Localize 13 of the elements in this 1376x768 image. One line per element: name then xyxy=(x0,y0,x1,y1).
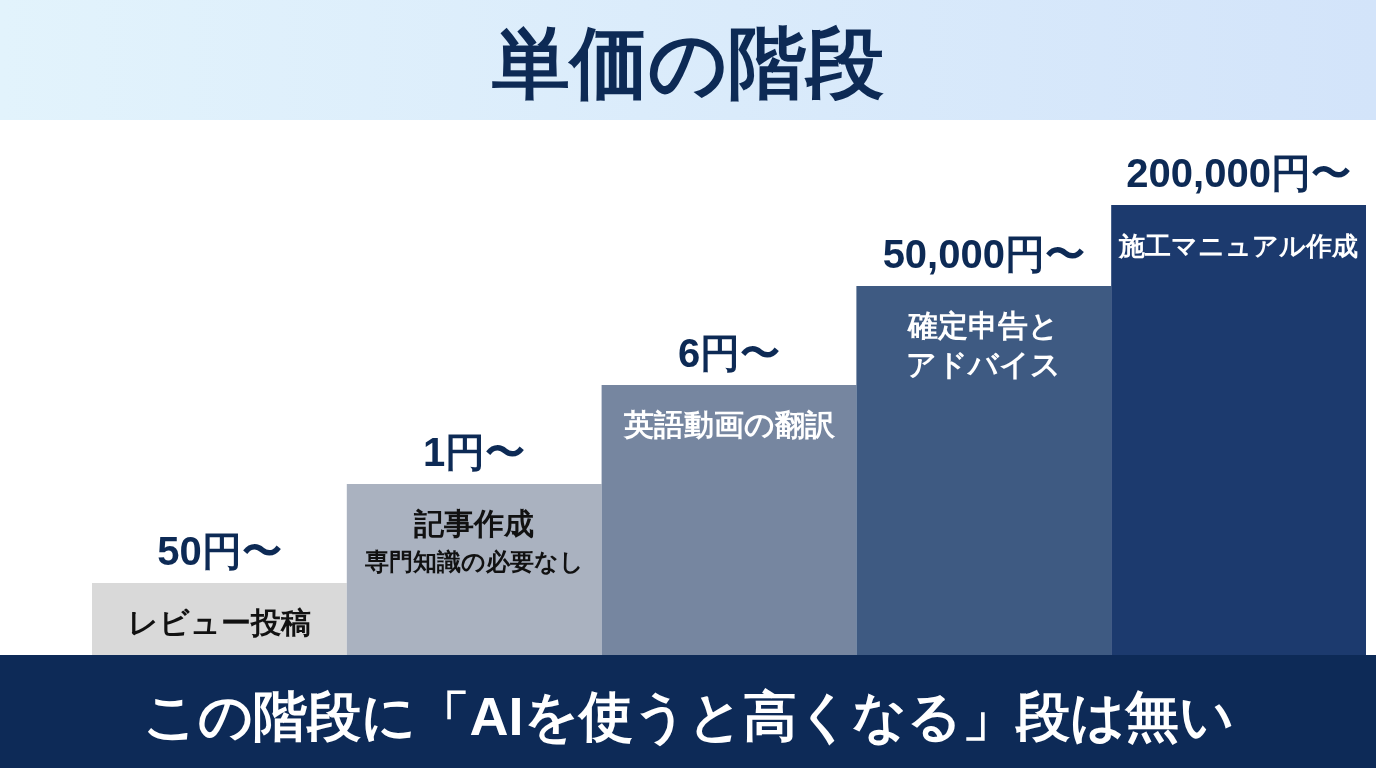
category-label: 記事作成 xyxy=(414,507,535,540)
annotation: 200,000円〜 xyxy=(1126,151,1351,195)
annotation: 50円〜 xyxy=(157,529,282,573)
category-label: 英語動画の翻訳 xyxy=(623,408,835,441)
annotation: 50,000円〜 xyxy=(882,232,1085,276)
annotation: 専門知識の必要なし xyxy=(364,548,584,575)
annotation: この階段に「AIを使うと高くなる」段は無い xyxy=(142,686,1234,746)
category-label: 確定申告とアドバイス xyxy=(906,309,1062,381)
category-label: レビュー投稿 xyxy=(127,606,311,639)
category-label: 施工マニュアル作成 xyxy=(1119,231,1359,261)
annotation: 6円〜 xyxy=(677,331,781,375)
title: 単価の階段 xyxy=(492,19,884,107)
annotation: 1円〜 xyxy=(423,430,526,474)
